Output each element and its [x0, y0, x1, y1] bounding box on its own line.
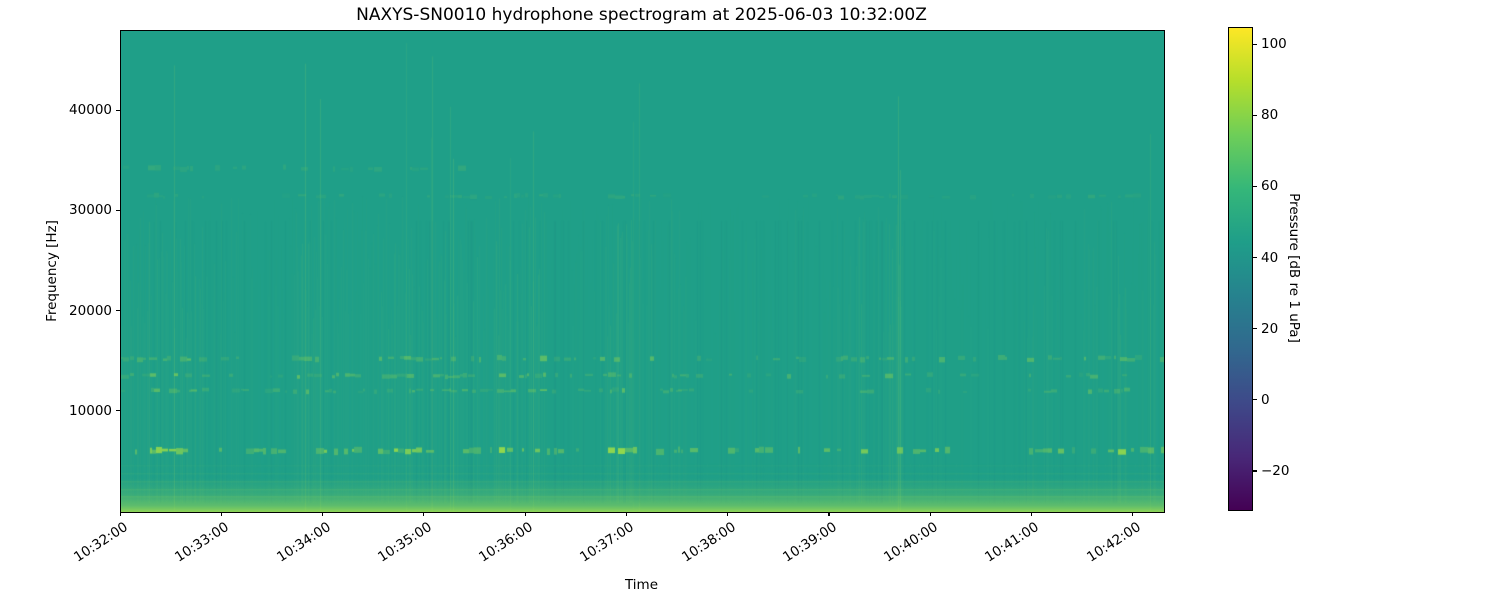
x-tick-label: 10:38:00 [678, 519, 739, 566]
x-tick-label: 10:37:00 [577, 519, 638, 566]
y-tick-label: 20000 [69, 302, 112, 319]
colorbar [1228, 27, 1253, 511]
x-tick-label: 10:33:00 [172, 519, 232, 566]
x-tick-mark [524, 512, 526, 516]
x-tick-mark [929, 512, 931, 516]
x-tick-mark [727, 512, 729, 516]
y-tick-label: 30000 [69, 202, 112, 219]
colorbar-tick-label: 80 [1261, 107, 1279, 124]
x-tick-label: 10:39:00 [779, 519, 840, 566]
colorbar-tick-mark [1253, 399, 1257, 401]
colorbar-tick-label: 20 [1261, 320, 1279, 337]
x-tick-label: 10:41:00 [982, 519, 1043, 566]
x-tick-label: 10:36:00 [476, 519, 536, 566]
colorbar-tick-mark [1253, 114, 1257, 116]
colorbar-tick-label: 40 [1261, 249, 1279, 266]
x-tick-label: 10:32:00 [71, 519, 131, 566]
y-tick-mark [116, 209, 120, 212]
colorbar-tick-mark [1253, 257, 1257, 259]
x-tick-mark [322, 512, 324, 516]
y-tick-label: 40000 [69, 102, 112, 119]
y-tick-mark [116, 109, 120, 111]
x-tick-label: 10:42:00 [1083, 519, 1144, 566]
colorbar-tick-mark [1253, 185, 1257, 188]
colorbar-tick-label: 100 [1261, 36, 1287, 53]
x-tick-label: 10:40:00 [881, 519, 941, 566]
colorbar-tick-label: 0 [1261, 391, 1270, 408]
colorbar-tick-mark [1253, 328, 1257, 330]
colorbar-tick-label: 60 [1261, 178, 1279, 195]
x-tick-mark [625, 512, 627, 516]
plot-title: NAXYS-SN0010 hydrophone spectrogram at 2… [356, 5, 927, 25]
y-tick-mark [116, 410, 120, 412]
colorbar-gradient [1229, 28, 1252, 510]
x-tick-label: 10:34:00 [273, 519, 334, 566]
colorbar-label: Pressure [dB re 1 uPa] [1286, 193, 1302, 343]
x-tick-mark [119, 512, 121, 516]
plot-area [120, 30, 1165, 513]
colorbar-tick-label: −20 [1261, 462, 1290, 479]
spectrogram-canvas [121, 31, 1164, 512]
x-tick-mark [220, 512, 222, 516]
x-tick-mark [1132, 512, 1134, 516]
x-tick-mark [828, 512, 830, 516]
y-tick-label: 10000 [69, 402, 112, 419]
x-axis-label: Time [624, 577, 659, 593]
x-tick-mark [423, 512, 425, 516]
x-tick-mark [1030, 512, 1033, 516]
colorbar-tick-mark [1253, 43, 1257, 45]
x-tick-label: 10:35:00 [374, 519, 435, 566]
colorbar-tick-mark [1253, 470, 1257, 472]
y-tick-mark [116, 310, 120, 312]
